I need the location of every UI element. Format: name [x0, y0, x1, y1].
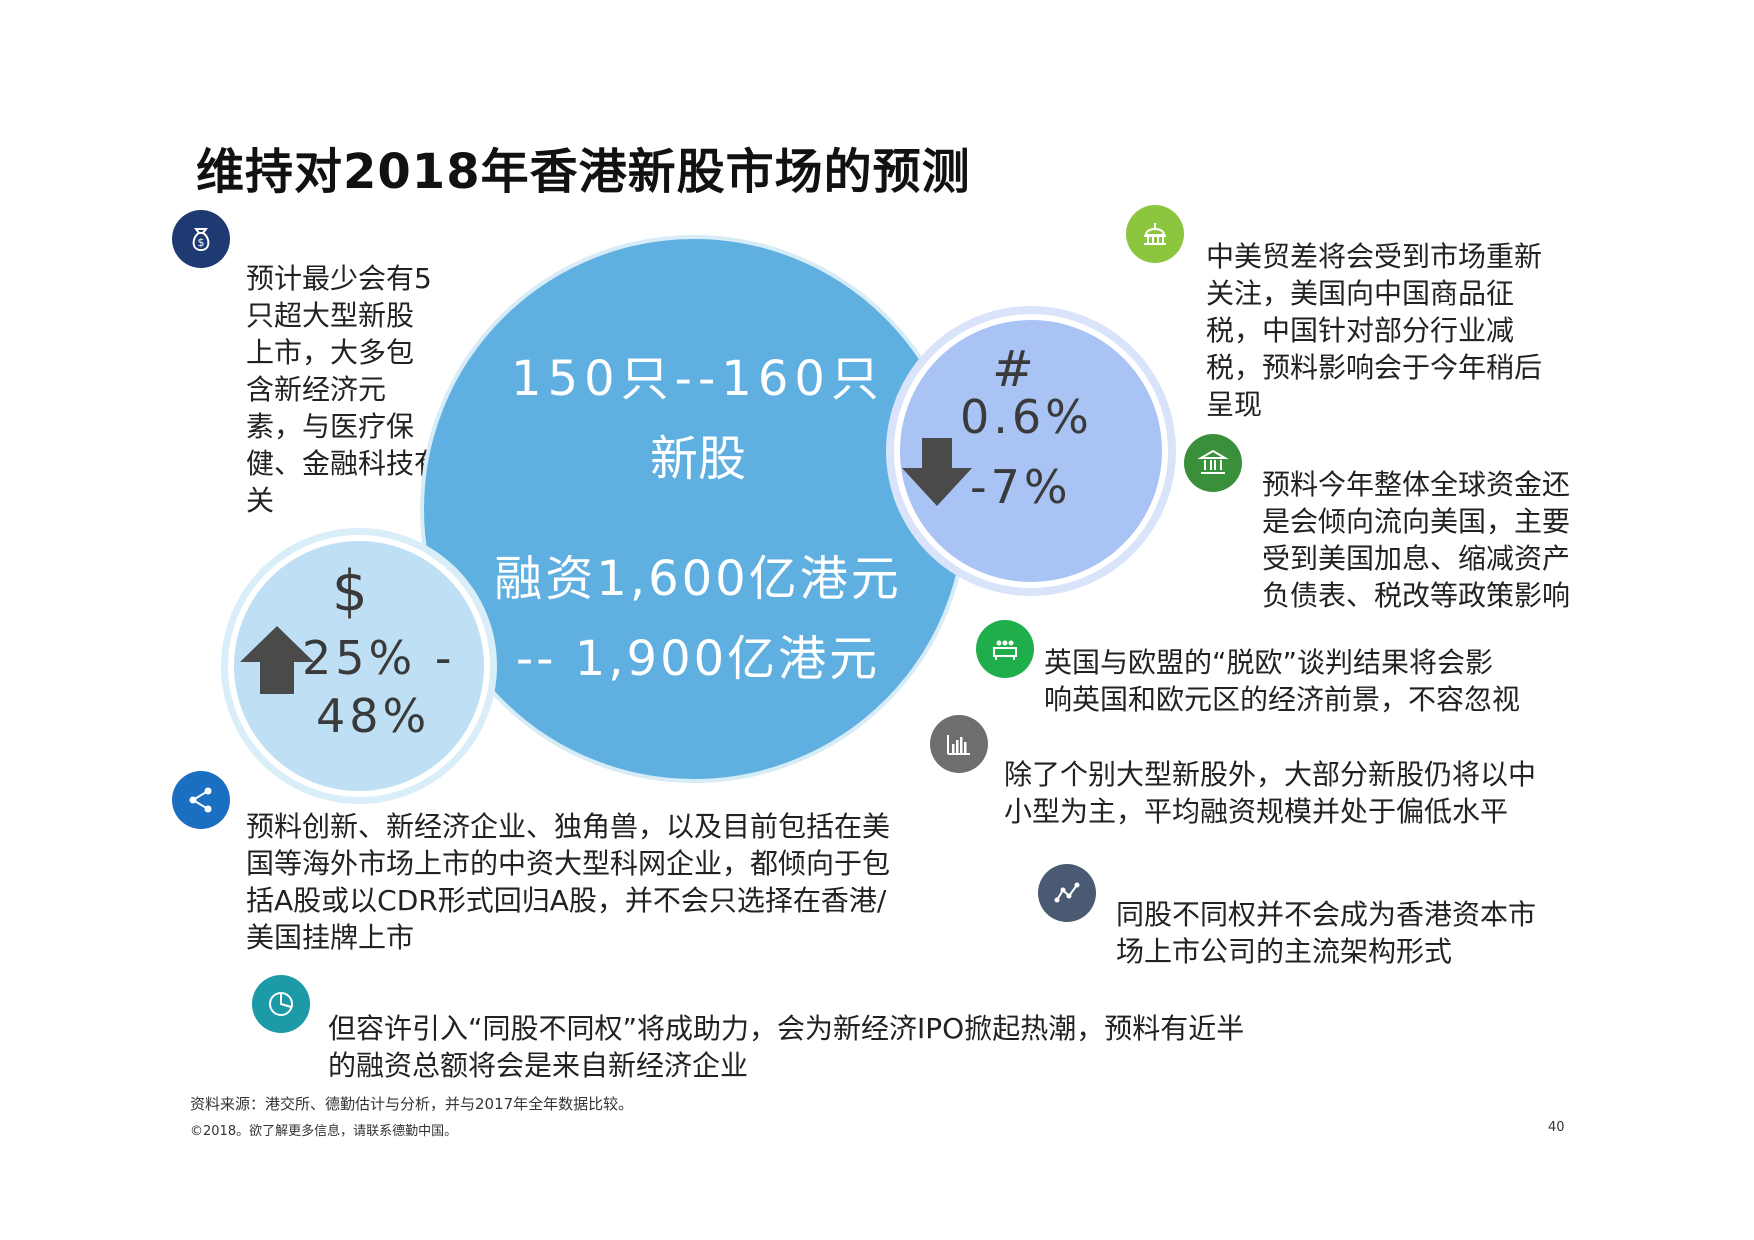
copyright: ©2018。欲了解更多信息，请联系德勤中国。 — [190, 1124, 458, 1139]
share-icon — [172, 771, 230, 829]
capitol-icon — [1126, 205, 1184, 263]
down-arrow-icon — [902, 438, 972, 510]
text-line: 负债表、税改等政策影响 — [1262, 579, 1571, 612]
stat-value: 48% — [316, 689, 431, 743]
pie-chart-icon — [252, 975, 310, 1033]
ipo-label: 新股 — [649, 431, 746, 487]
text-line: 英国与欧盟的“脱欧”谈判结果将会影 — [1044, 646, 1494, 679]
main-forecast-circle: 150只--160只 新股 融资1,600亿港元 -- 1,900亿港元 — [420, 235, 968, 783]
text-line: 但容许引入“同股不同权”将成助力，会为新经济IPO掀起热潮，预料有近半 — [328, 1012, 1245, 1045]
stat-value: -7% — [970, 460, 1072, 514]
stat-value: 25% - — [302, 631, 456, 685]
bottom-text: 但容许引入“同股不同权”将成助力，会为新经济IPO掀起热潮，预料有近半 的融资总… — [328, 1010, 1348, 1084]
text-line: 含新经济元 — [246, 373, 387, 406]
text-line: 国等海外市场上市的中资大型科网企业，都倾向于包 — [246, 847, 891, 880]
stat-value: 0.6% — [960, 390, 1093, 444]
text-line: 关注，美国向中国商品征 — [1206, 277, 1515, 310]
deal-count-circle: # 0.6% -7% — [894, 314, 1168, 588]
ipo-count: 150只--160只 — [511, 351, 885, 407]
fundraising-low: 融资1,600亿港元 — [494, 551, 902, 607]
money-bag-icon: $ — [172, 210, 230, 268]
line-chart-icon — [1038, 864, 1096, 922]
right-text-2: 预料今年整体全球资金还 是会倾向流向美国，主要 受到美国加息、缩减资产 负债表、… — [1262, 466, 1702, 614]
right-text-4: 除了个别大型新股外，大部分新股仍将以中 小型为主，平均融资规模并处于偏低水平 — [1004, 756, 1564, 830]
fundraising-high: -- 1,900亿港元 — [515, 631, 881, 687]
text-line: 税，预料影响会于今年稍后 — [1206, 351, 1543, 384]
text-line: 素，与医疗保 — [246, 410, 415, 443]
text-line: 中美贸差将会受到市场重新 — [1206, 240, 1543, 273]
meeting-icon — [976, 620, 1034, 678]
text-line: 同股不同权并不会成为香港资本市 — [1116, 898, 1537, 931]
text-line: 美国挂牌上市 — [246, 921, 415, 954]
text-line: 受到美国加息、缩减资产 — [1262, 542, 1571, 575]
text-line: 税，中国针对部分行业减 — [1206, 314, 1515, 347]
page-number: 40 — [1548, 1120, 1565, 1135]
text-line: 健、金融科技有 — [246, 447, 443, 480]
bank-icon — [1184, 434, 1242, 492]
up-arrow-icon — [240, 626, 314, 698]
text-line: 关 — [246, 484, 275, 517]
svg-text:$: $ — [198, 236, 205, 249]
text-line: 括A股或以CDR形式回归A股，并不会只选择在香港/ — [246, 884, 887, 917]
text-line: 场上市公司的主流架构形式 — [1116, 935, 1453, 968]
dollar-symbol: $ — [332, 559, 368, 624]
right-text-1: 中美贸差将会受到市场重新 关注，美国向中国商品征 税，中国针对部分行业减 税，预… — [1206, 238, 1646, 423]
text-line: 预料今年整体全球资金还 — [1262, 468, 1571, 501]
left-top-text: 预计最少会有5 只超大型新股 上市，大多包 含新经济元 素，与医疗保 健、金融科… — [246, 260, 446, 519]
text-line: 预料创新、新经济企业、独角兽，以及目前包括在美 — [246, 810, 891, 843]
bar-chart-icon — [930, 715, 988, 773]
text-line: 响英国和欧元区的经济前景，不容忽视 — [1044, 683, 1521, 716]
source-note: 资料来源：港交所、德勤估计与分析，并与2017年全年数据比较。 — [190, 1095, 634, 1113]
text-line: 呈现 — [1206, 388, 1263, 421]
text-line: 小型为主，平均融资规模并处于偏低水平 — [1004, 795, 1509, 828]
text-line: 上市，大多包 — [246, 336, 415, 369]
left-mid-text: 预料创新、新经济企业、独角兽，以及目前包括在美 国等海外市场上市的中资大型科网企… — [246, 808, 946, 956]
text-line: 只超大型新股 — [246, 299, 415, 332]
right-text-5: 同股不同权并不会成为香港资本市 场上市公司的主流架构形式 — [1116, 896, 1596, 970]
page-title: 维持对2018年香港新股市场的预测 — [196, 144, 971, 200]
text-line: 是会倾向流向美国，主要 — [1262, 505, 1571, 538]
hash-symbol: # — [992, 340, 1034, 398]
right-text-3: 英国与欧盟的“脱欧”谈判结果将会影 响英国和欧元区的经济前景，不容忽视 — [1044, 644, 1564, 718]
text-line: 的融资总额将会是来自新经济企业 — [328, 1049, 749, 1082]
text-line: 预计最少会有5 — [246, 262, 432, 295]
text-line: 除了个别大型新股外，大部分新股仍将以中 — [1004, 758, 1537, 791]
